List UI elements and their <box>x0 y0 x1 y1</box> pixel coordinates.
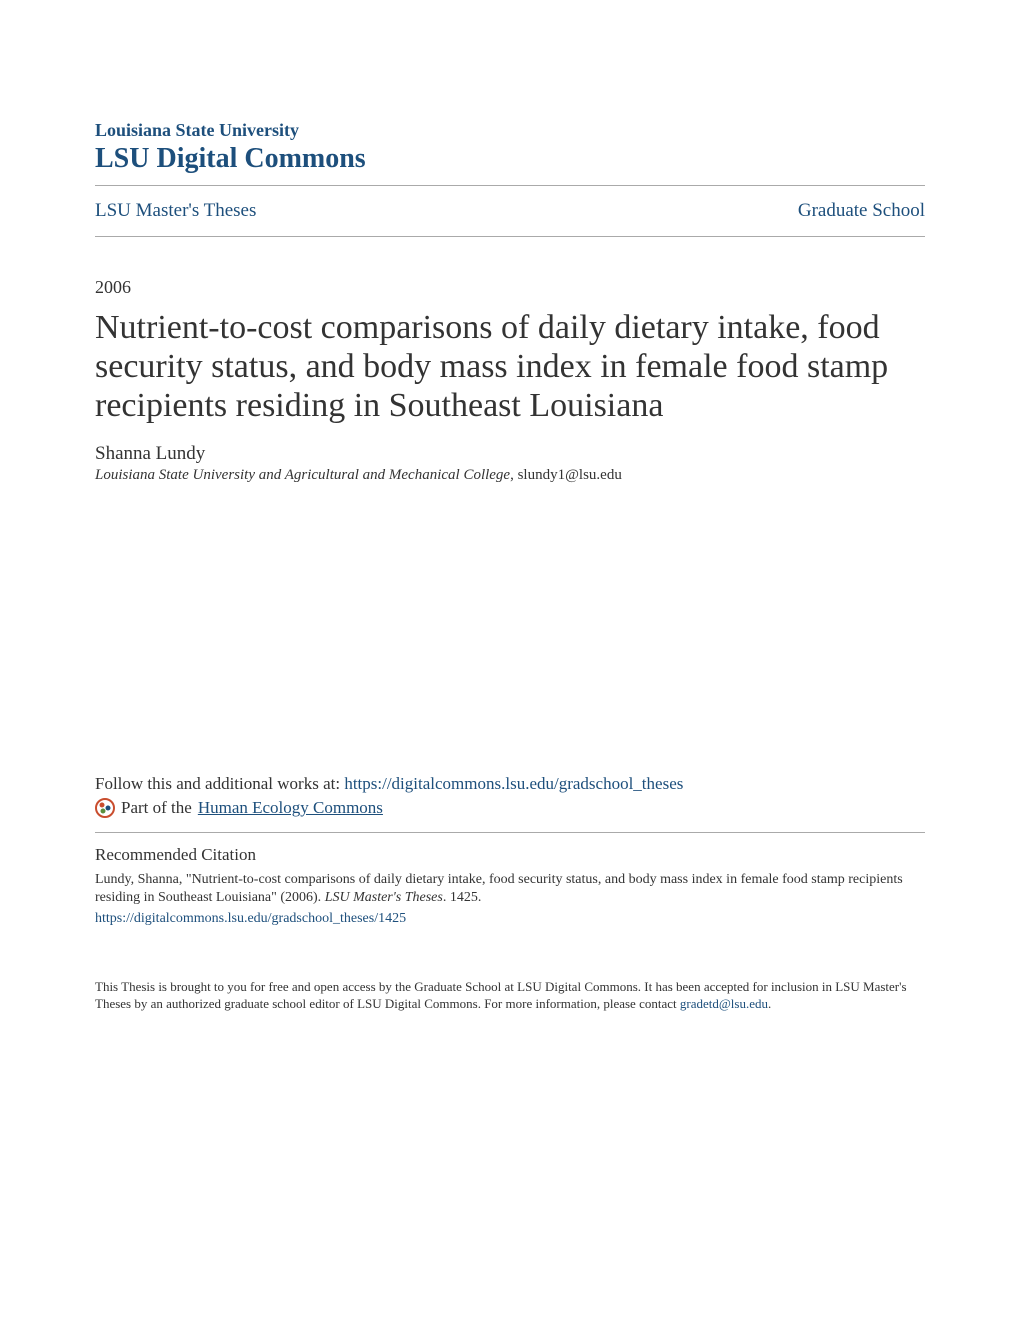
author-affiliation: Louisiana State University and Agricultu… <box>95 467 925 484</box>
citation-heading: Recommended Citation <box>95 845 925 865</box>
footer-text: This Thesis is brought to you for free a… <box>95 978 925 1013</box>
network-icon <box>95 798 115 818</box>
citation-italic: LSU Master's Theses <box>325 890 443 905</box>
header: Louisiana State University LSU Digital C… <box>95 120 925 175</box>
citation-text: Lundy, Shanna, "Nutrient-to-cost compari… <box>95 871 925 928</box>
document-title: Nutrient-to-cost comparisons of daily di… <box>95 308 925 425</box>
part-of-row: Part of the Human Ecology Commons <box>95 798 925 818</box>
affiliation-text: Louisiana State University and Agricultu… <box>95 467 510 483</box>
follow-url-link[interactable]: https://digitalcommons.lsu.edu/gradschoo… <box>344 774 683 793</box>
institution-name: Louisiana State University <box>95 120 925 141</box>
part-of-prefix: Part of the <box>121 798 192 818</box>
divider <box>95 185 925 186</box>
middle-section: Follow this and additional works at: htt… <box>95 774 925 1013</box>
repository-name[interactable]: LSU Digital Commons <box>95 143 925 175</box>
citation-part2: . 1425. <box>443 890 482 905</box>
author-name: Shanna Lundy <box>95 443 925 465</box>
citation-url-link[interactable]: https://digitalcommons.lsu.edu/gradschoo… <box>95 910 925 928</box>
commons-link[interactable]: Human Ecology Commons <box>198 798 383 818</box>
divider <box>95 832 925 833</box>
citation-part1: Lundy, Shanna, "Nutrient-to-cost compari… <box>95 872 903 905</box>
follow-text: Follow this and additional works at: htt… <box>95 774 925 794</box>
collection-link[interactable]: LSU Master's Theses <box>95 200 256 222</box>
author-email: , slundy1@lsu.edu <box>510 467 622 483</box>
footer-part2: . <box>768 996 771 1011</box>
publication-year: 2006 <box>95 277 925 298</box>
nav-row: LSU Master's Theses Graduate School <box>95 200 925 222</box>
contact-email-link[interactable]: gradetd@lsu.edu <box>680 996 768 1011</box>
footer-part1: This Thesis is brought to you for free a… <box>95 979 907 1012</box>
school-link[interactable]: Graduate School <box>798 200 925 222</box>
divider <box>95 236 925 237</box>
follow-prefix: Follow this and additional works at: <box>95 774 344 793</box>
